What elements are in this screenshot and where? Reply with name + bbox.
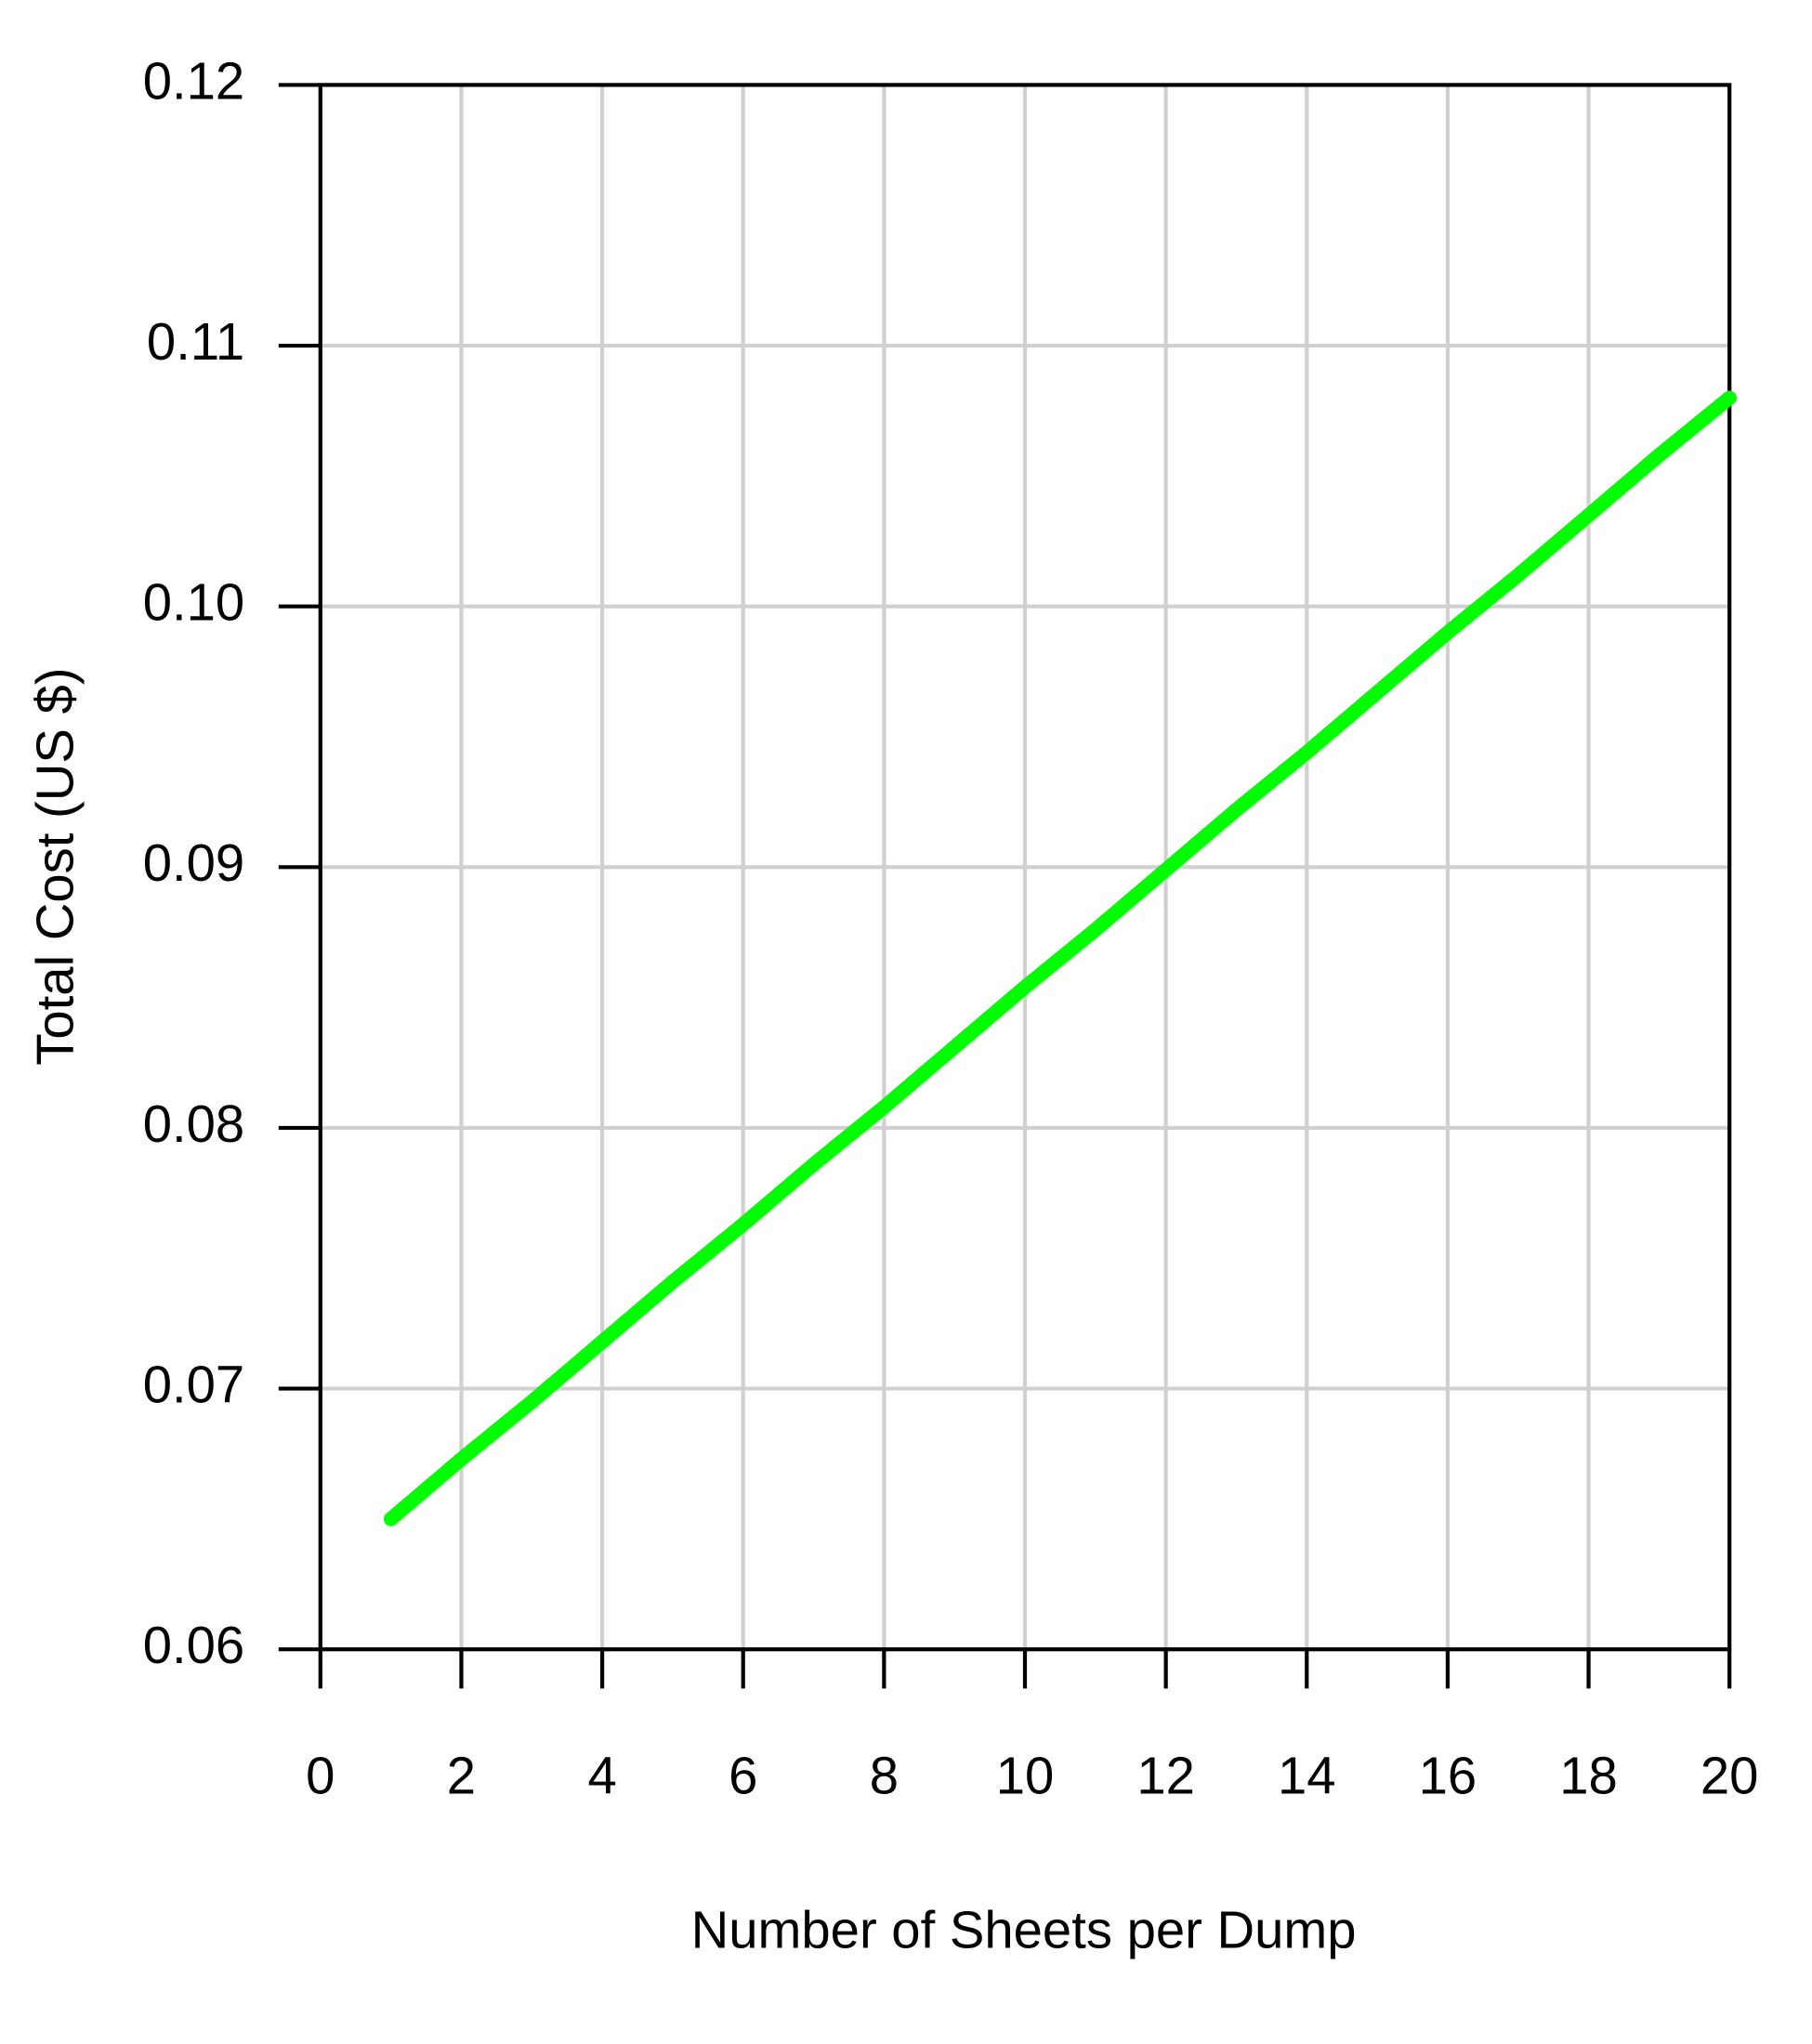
x-tick-label: 6	[729, 1747, 757, 1805]
y-tick-label: 0.11	[147, 312, 244, 371]
y-tick-label: 0.12	[143, 51, 244, 110]
y-tick-label: 0.10	[143, 573, 244, 632]
x-tick-label: 2	[447, 1747, 476, 1805]
x-axis-label: Number of Sheets per Dump	[691, 1901, 1357, 1959]
y-tick-label: 0.08	[143, 1094, 244, 1153]
x-tick-label: 10	[996, 1747, 1055, 1805]
y-axis-label: Total Cost (US $)	[25, 667, 84, 1065]
y-tick-label: 0.07	[143, 1355, 244, 1413]
x-tick-label: 16	[1419, 1747, 1477, 1805]
x-tick-label: 12	[1136, 1747, 1195, 1805]
x-tick-label: 18	[1559, 1747, 1618, 1805]
x-tick-label: 14	[1278, 1747, 1336, 1805]
x-tick-label: 4	[587, 1747, 616, 1805]
x-tick-label: 0	[306, 1747, 335, 1805]
data-line	[383, 390, 1737, 1526]
x-tick-label: 8	[870, 1747, 899, 1805]
y-tick-label: 0.09	[143, 833, 244, 892]
x-tick-label: 20	[1700, 1747, 1759, 1805]
y-tick-label: 0.06	[143, 1616, 244, 1674]
